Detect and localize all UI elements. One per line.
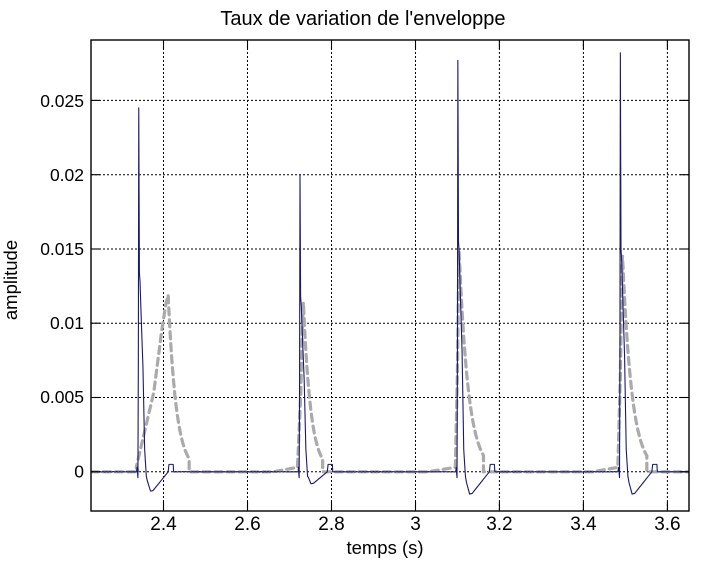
svg-text:0: 0: [74, 462, 84, 482]
svg-text:2.8: 2.8: [318, 514, 344, 535]
svg-text:3.6: 3.6: [654, 514, 680, 535]
svg-text:0.015: 0.015: [40, 239, 84, 259]
svg-text:0.02: 0.02: [50, 165, 84, 185]
svg-text:0.025: 0.025: [40, 91, 84, 111]
svg-text:amplitude: amplitude: [0, 240, 21, 320]
svg-text:Taux de variation de l'envelop: Taux de variation de l'enveloppe: [220, 8, 505, 30]
svg-text:0.005: 0.005: [40, 387, 84, 407]
svg-text:temps (s): temps (s): [346, 537, 423, 558]
svg-text:3: 3: [410, 514, 421, 535]
svg-text:2.4: 2.4: [150, 514, 177, 535]
svg-text:2.6: 2.6: [234, 514, 260, 535]
svg-text:3.2: 3.2: [486, 514, 512, 535]
svg-text:3.4: 3.4: [570, 514, 597, 535]
svg-text:0.01: 0.01: [50, 313, 84, 333]
